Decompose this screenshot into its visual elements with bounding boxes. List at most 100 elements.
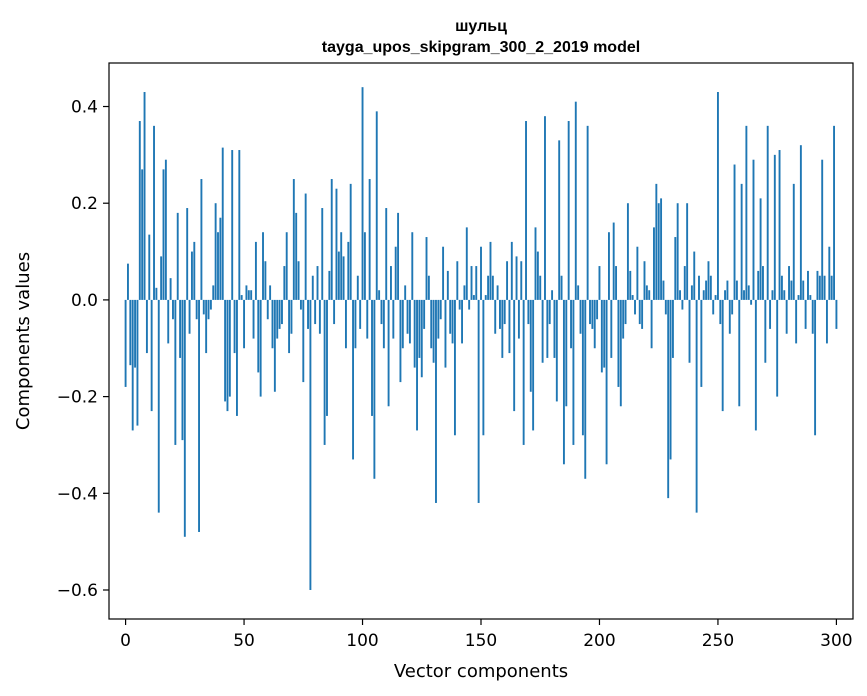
bar <box>401 299 404 349</box>
bar <box>209 299 212 310</box>
bar <box>153 125 155 300</box>
bar <box>693 251 696 300</box>
bar <box>527 299 530 325</box>
bar <box>228 299 231 397</box>
bar <box>750 299 753 305</box>
bar <box>624 299 627 325</box>
bar <box>148 234 151 300</box>
bar <box>302 299 305 383</box>
bar <box>686 203 689 300</box>
bar <box>508 299 511 354</box>
bar <box>250 290 253 300</box>
bar <box>799 145 802 300</box>
bar <box>150 299 153 412</box>
bar <box>617 299 620 387</box>
bar <box>546 299 549 358</box>
bar <box>771 290 774 300</box>
bar <box>688 299 691 363</box>
x-axis-ticks: 0 50 100 150 200 250 300 <box>120 619 853 651</box>
bar <box>342 256 345 300</box>
bar <box>738 299 741 407</box>
bar <box>596 299 599 320</box>
bar <box>669 299 672 460</box>
bar <box>214 203 217 300</box>
bar <box>375 111 378 300</box>
bar <box>482 299 485 436</box>
bar <box>207 299 210 320</box>
bar <box>371 299 373 416</box>
bar <box>257 299 260 373</box>
bar <box>392 299 395 339</box>
bar <box>363 232 366 300</box>
bar <box>309 299 312 590</box>
bar <box>340 232 343 300</box>
bar <box>797 295 800 300</box>
bar <box>683 266 686 300</box>
bar <box>565 299 568 407</box>
x-tick-label: 0 <box>120 631 131 651</box>
bar <box>129 299 132 366</box>
bar <box>835 299 838 329</box>
bar <box>307 299 309 329</box>
bar <box>650 299 653 349</box>
bar <box>735 280 738 300</box>
bar <box>281 299 283 325</box>
bar <box>380 299 383 325</box>
bar <box>667 299 670 499</box>
bar <box>292 179 295 300</box>
bars-group <box>124 87 838 590</box>
bar <box>453 299 456 436</box>
bar <box>285 232 288 300</box>
bar <box>612 222 615 300</box>
bar <box>333 299 336 325</box>
bar <box>468 299 471 310</box>
bar <box>200 179 203 300</box>
bar <box>344 299 347 349</box>
bar <box>394 246 397 300</box>
y-axis-ticks: −0.6 −0.4 −0.2 0.0 0.2 0.4 <box>57 98 109 601</box>
bar <box>465 227 468 300</box>
bar <box>496 285 499 300</box>
bar <box>517 299 520 339</box>
bar <box>802 280 805 300</box>
bar <box>299 299 302 310</box>
bar <box>145 299 148 354</box>
bar <box>728 299 731 334</box>
bar <box>821 159 824 300</box>
bar <box>605 299 608 465</box>
bar <box>515 256 518 300</box>
bar <box>681 299 684 310</box>
bar <box>390 266 392 300</box>
bar <box>541 299 544 363</box>
bar <box>480 246 482 300</box>
bar <box>823 275 826 300</box>
bar <box>311 275 314 300</box>
bar <box>427 275 430 300</box>
bar <box>487 275 490 300</box>
x-tick-label: 150 <box>465 631 497 651</box>
bar <box>726 280 729 300</box>
bar <box>740 183 743 300</box>
bar <box>273 299 276 392</box>
bar <box>759 198 762 300</box>
bar <box>442 246 445 300</box>
bar <box>525 121 527 300</box>
bar <box>574 101 577 300</box>
bar <box>186 208 189 300</box>
bar <box>259 299 262 397</box>
bar <box>539 275 542 300</box>
bar <box>584 299 587 479</box>
bar <box>413 299 416 368</box>
bar <box>641 299 644 329</box>
bar <box>169 278 172 300</box>
bar <box>269 285 272 300</box>
bar <box>463 285 466 300</box>
bar <box>423 299 426 329</box>
bar <box>544 116 546 300</box>
bar <box>631 295 634 300</box>
y-tick-label: −0.4 <box>57 484 98 504</box>
y-tick-label: 0.0 <box>71 291 98 311</box>
bar <box>586 125 589 300</box>
bar <box>679 290 681 300</box>
bar <box>790 280 793 300</box>
